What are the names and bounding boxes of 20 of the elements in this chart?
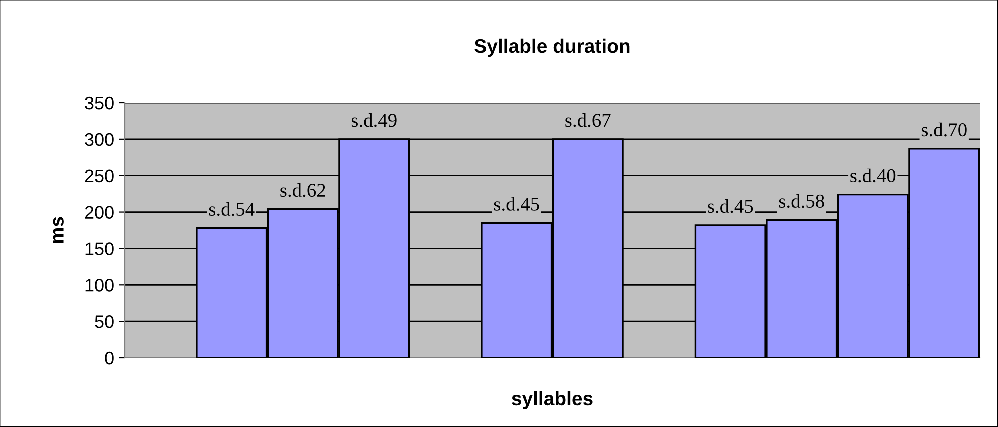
data-label: s.d.45	[494, 197, 540, 212]
data-label: s.d.40	[850, 168, 896, 183]
data-label: s.d.54	[209, 202, 255, 216]
y-tick-label: 300	[85, 133, 114, 146]
y-tick-label: 350	[85, 96, 114, 110]
chart-title: Syllable duration	[474, 38, 630, 58]
y-tick-label: 50	[95, 316, 114, 328]
y-tick-label: 100	[86, 279, 114, 292]
data-label: s.d.49	[352, 113, 397, 128]
data-label: s.d.62	[280, 183, 326, 198]
data-label: s.d.67	[566, 113, 611, 128]
y-tick-label: 150	[86, 242, 114, 256]
data-label: s.d.45	[708, 199, 754, 214]
y-tick-label: 200	[85, 206, 114, 220]
x-axis-title: syllables	[512, 391, 593, 410]
data-label: s.d.70	[922, 122, 967, 137]
y-tick-label: 250	[85, 170, 114, 183]
data-label: s.d.58	[779, 194, 824, 208]
y-axis-title: ms	[53, 217, 64, 244]
y-tick-label: 0	[105, 352, 114, 365]
